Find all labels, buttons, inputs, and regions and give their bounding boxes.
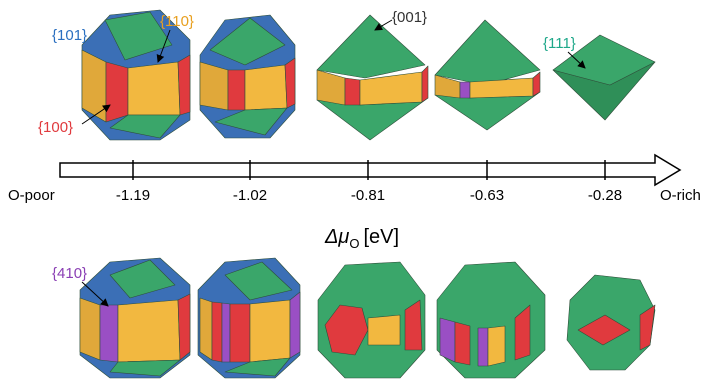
crystal (567, 275, 655, 370)
facet-label: {410} (52, 265, 87, 282)
facet (178, 294, 190, 360)
left-label: O-poor (8, 187, 55, 204)
facet (435, 20, 540, 85)
facet (230, 304, 250, 362)
facet (200, 62, 228, 110)
facet (368, 315, 400, 345)
crystal (435, 20, 540, 130)
bottom-crystals (80, 258, 655, 378)
facet (200, 298, 212, 360)
facet (317, 70, 345, 105)
facet-label: {001} (392, 9, 427, 26)
facet (440, 318, 455, 362)
crystal (437, 262, 545, 378)
tick-label: -0.28 (588, 187, 622, 204)
title-unit: [eV] (364, 226, 400, 248)
tick-label: -0.63 (470, 187, 504, 204)
facet-label: {110} (160, 13, 194, 30)
facet (250, 300, 290, 362)
facet (80, 298, 100, 360)
title-main: Δμ (324, 226, 349, 248)
facet (178, 55, 190, 115)
facet (128, 62, 180, 115)
axis: O-poor -1.19 -1.02 -0.81 -0.63 -0.28 O-r… (8, 155, 701, 251)
facet-label: {100} (38, 119, 73, 136)
facet (488, 326, 505, 366)
facet (422, 66, 428, 102)
title-sub: O (349, 236, 359, 251)
facet-label: {111} (543, 35, 576, 52)
arrow (60, 155, 680, 185)
facet (460, 82, 470, 98)
facet (455, 322, 470, 365)
facet (245, 65, 287, 110)
crystal (200, 15, 295, 138)
crystal (198, 258, 300, 378)
facet (345, 78, 360, 105)
crystal (318, 262, 425, 378)
facet (118, 300, 180, 362)
crystal (317, 15, 428, 140)
facet-label: {101} (52, 27, 87, 44)
facet (533, 72, 540, 96)
tick-label: -1.02 (233, 187, 267, 204)
figure: O-poor -1.19 -1.02 -0.81 -0.63 -0.28 O-r… (0, 0, 719, 380)
right-label: O-rich (660, 187, 701, 204)
facet (478, 328, 488, 366)
facet (285, 58, 295, 108)
crystal (80, 258, 190, 378)
facet (106, 62, 128, 122)
tick-label: -1.19 (116, 187, 150, 204)
facet (222, 303, 230, 362)
axis-title: ΔμO [eV] (324, 226, 399, 251)
facet (212, 302, 222, 362)
facet (100, 305, 118, 362)
facet (290, 292, 300, 358)
facet (228, 70, 245, 110)
tick-label: -0.81 (351, 187, 385, 204)
